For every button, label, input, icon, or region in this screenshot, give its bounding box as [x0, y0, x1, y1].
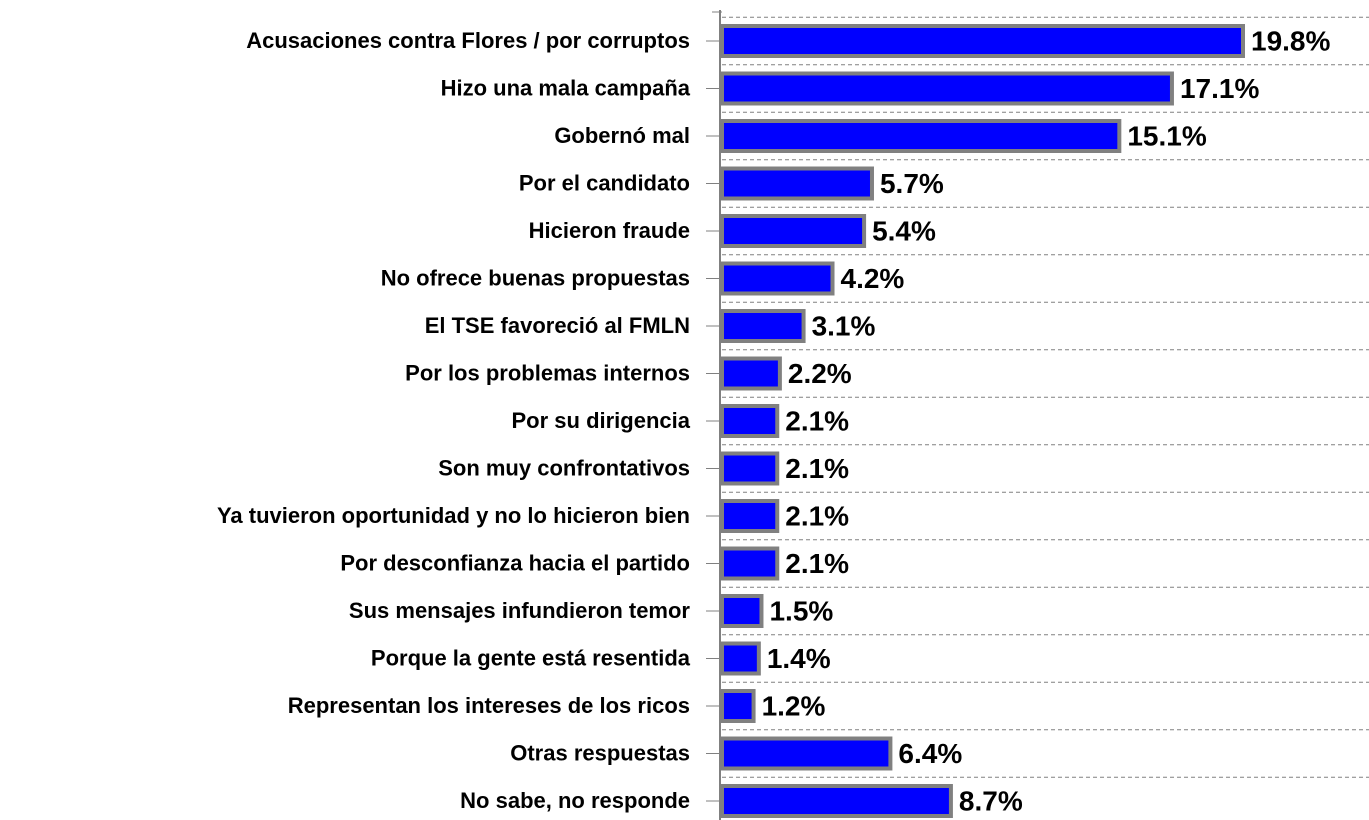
category-label: Son muy confrontativos [438, 455, 690, 480]
value-label: 2.1% [785, 453, 849, 484]
value-label: 1.5% [769, 595, 833, 626]
bar [720, 309, 806, 343]
bar [720, 594, 764, 628]
bar [720, 736, 893, 771]
category-label: Hizo una mala campaña [441, 75, 691, 100]
bar [720, 24, 1245, 58]
value-label: 2.2% [788, 358, 852, 389]
bar [720, 166, 874, 201]
category-label: Por los problemas internos [405, 360, 690, 385]
bar [720, 451, 780, 486]
value-label: 6.4% [898, 738, 962, 769]
value-label: 5.7% [880, 168, 944, 199]
value-label: 2.1% [785, 548, 849, 579]
bar [720, 784, 953, 818]
bar [720, 261, 835, 296]
category-label: Por desconfianza hacia el partido [340, 550, 690, 575]
value-label: 1.4% [767, 643, 831, 674]
category-label: Otras respuestas [510, 740, 690, 765]
value-label: 4.2% [841, 263, 905, 294]
category-label: Por el candidato [519, 170, 690, 195]
bar [720, 356, 782, 391]
category-label: Representan los intereses de los ricos [288, 693, 690, 718]
bar [720, 404, 780, 438]
bar [720, 546, 780, 581]
category-label: No sabe, no responde [460, 788, 690, 813]
bar [720, 689, 756, 723]
value-label: 8.7% [959, 785, 1023, 816]
value-label: 3.1% [812, 310, 876, 341]
bar [720, 499, 780, 533]
category-label: Por su dirigencia [512, 408, 691, 433]
category-label: Acusaciones contra Flores / por corrupto… [246, 28, 690, 53]
value-label: 1.2% [762, 690, 826, 721]
category-label: El TSE favoreció al FMLN [425, 313, 690, 338]
bar [720, 214, 867, 248]
category-label: No ofrece buenas propuestas [381, 265, 690, 290]
value-label: 2.1% [785, 500, 849, 531]
category-label: Hicieron fraude [529, 218, 690, 243]
category-label: Porque la gente está resentida [371, 645, 691, 670]
value-label: 5.4% [872, 215, 936, 246]
bar [720, 119, 1122, 153]
value-label: 15.1% [1127, 120, 1206, 151]
bar [720, 71, 1174, 106]
value-label: 17.1% [1180, 73, 1259, 104]
value-label: 2.1% [785, 405, 849, 436]
category-label: Ya tuvieron oportunidad y no lo hicieron… [217, 503, 690, 528]
bar [720, 641, 761, 676]
category-label: Sus mensajes infundieron temor [349, 598, 691, 623]
value-label: 19.8% [1251, 25, 1330, 56]
category-label: Gobernó mal [554, 123, 690, 148]
